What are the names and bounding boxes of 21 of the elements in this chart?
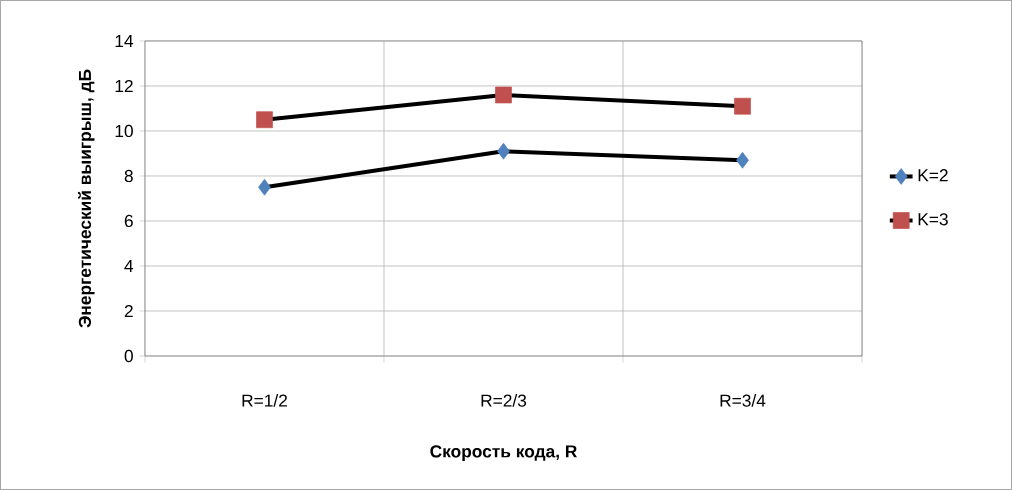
point: [258, 178, 271, 196]
point: [495, 86, 512, 104]
x-tick-label: R=2/3: [481, 394, 527, 407]
y-axis-title: Энергетический выигрыш, дБ: [78, 69, 95, 328]
y-tick-label: 8: [124, 169, 133, 183]
point: [736, 151, 749, 169]
y-tick-label: 0: [124, 349, 133, 363]
y-tick-label: 6: [124, 214, 133, 228]
y-tick-label: 4: [124, 260, 134, 272]
point: [734, 97, 751, 115]
legend-label: K=2: [918, 169, 948, 182]
legend-label: K=3: [918, 213, 948, 226]
point: [497, 142, 510, 160]
y-tick-label: 10: [115, 124, 133, 138]
point: [256, 111, 273, 129]
y-tick-label: 12: [115, 79, 133, 93]
y-tick-label: 2: [124, 304, 133, 318]
x-axis-title: Скорость кода, R: [430, 445, 577, 461]
y-tick-label: 14: [115, 35, 134, 47]
x-tick-label: R=3/4: [720, 394, 766, 407]
x-tick-label: R=1/2: [242, 394, 287, 407]
